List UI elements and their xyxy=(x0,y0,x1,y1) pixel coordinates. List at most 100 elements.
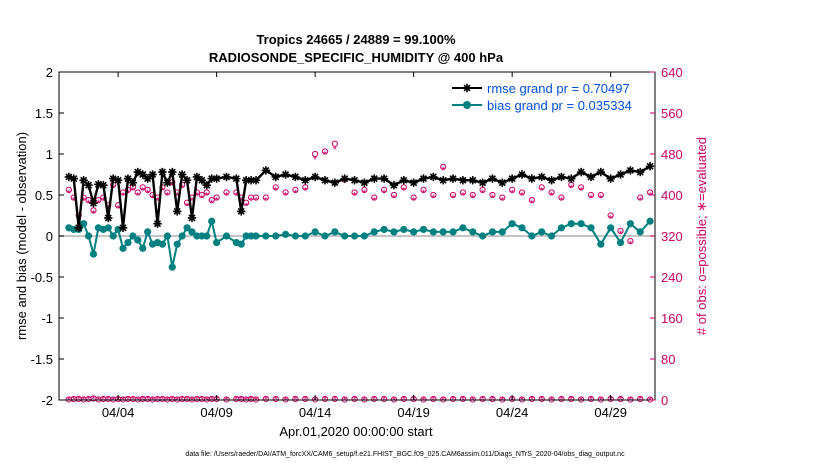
obs-evaluated-low-point: * xyxy=(151,395,155,406)
obs-possible-point xyxy=(90,207,97,214)
obs-evaluated-point: * xyxy=(249,196,253,207)
legend-rmse-star-core xyxy=(464,85,470,91)
rmse-point xyxy=(251,176,261,185)
bias-point xyxy=(139,244,147,252)
obs-evaluated-point: * xyxy=(215,196,219,207)
obs-possible-point xyxy=(331,140,338,147)
rmse-point-core xyxy=(421,176,426,181)
obs-possible-low-point xyxy=(351,395,358,403)
obs-evaluated-low-point: * xyxy=(136,395,140,406)
obs-evaluated-point: * xyxy=(160,186,164,197)
rmse-point-core xyxy=(322,177,328,183)
bias-point xyxy=(272,232,280,240)
rmse-point xyxy=(99,180,108,190)
bias-point xyxy=(587,224,595,232)
obs-evaluated-point: * xyxy=(146,188,150,199)
bias-point xyxy=(198,232,206,240)
obs-evaluated-point: * xyxy=(165,191,169,202)
obs-evaluated-point: * xyxy=(638,196,642,207)
obs-possible-low-point xyxy=(292,395,299,403)
obs-evaluated-low-point: * xyxy=(579,395,583,406)
obs-possible-low-point xyxy=(420,396,427,403)
obs-evaluated-point: * xyxy=(156,196,160,207)
rmse-point xyxy=(232,174,241,183)
rmse-point-core xyxy=(578,169,584,175)
y-tick-label: -1.5 xyxy=(31,352,53,367)
y2-axis-label: # of obs: o=possible; ∗=evaluated xyxy=(694,137,709,335)
rmse-point xyxy=(399,176,408,185)
obs-possible-low-point xyxy=(272,395,279,403)
obs-possible-low-point xyxy=(223,396,230,403)
rmse-point-core xyxy=(332,180,338,186)
obs-evaluated-point: * xyxy=(293,188,297,199)
obs-evaluated-point: * xyxy=(111,183,115,194)
rmse-point xyxy=(187,213,197,223)
bias-point xyxy=(178,232,186,240)
rmse-point-core xyxy=(145,176,150,181)
obs-evaluated-point: * xyxy=(599,194,603,205)
bias-point xyxy=(188,228,196,236)
y-axis-left: -2 -1.5 -1 -0.5 0 0.5 1 1.5 2 xyxy=(31,65,64,408)
y-tick-label: -0.5 xyxy=(31,270,53,285)
y-tick-label: 1.5 xyxy=(35,106,53,121)
y2-tick-label: 240 xyxy=(661,270,683,285)
obs-possible-low-point xyxy=(597,396,604,403)
obs-possible-point xyxy=(578,184,585,191)
bias-point xyxy=(262,232,270,240)
rmse-point xyxy=(74,223,83,232)
bias-point xyxy=(449,228,457,236)
bias-point xyxy=(400,225,408,234)
bias-point xyxy=(144,228,152,236)
rmse-point xyxy=(389,180,399,190)
rmse-point-core xyxy=(618,172,623,177)
rmse-point xyxy=(261,166,271,175)
obs-evaluated-low-point: * xyxy=(343,395,347,406)
obs-possible-point xyxy=(371,194,378,201)
rmse-point xyxy=(202,180,211,190)
y2-tick-label: 160 xyxy=(661,311,683,326)
obs-possible-low-point xyxy=(617,395,624,403)
rmse-point xyxy=(498,178,507,187)
rmse-point xyxy=(310,172,320,182)
obs-possible-point xyxy=(499,194,506,201)
x-tick-label: 04/14 xyxy=(299,405,332,420)
obs-possible-point xyxy=(292,186,299,193)
obs-possible-point xyxy=(351,189,358,196)
x-tick-label: 04/09 xyxy=(200,405,233,420)
obs-possible-low-point xyxy=(361,396,368,403)
obs-possible-low-point xyxy=(528,395,535,403)
obs-possible-point xyxy=(420,186,427,193)
bias-point xyxy=(479,232,487,240)
rmse-point-core xyxy=(312,174,318,180)
rmse-point xyxy=(448,174,458,183)
rmse-point-core xyxy=(431,174,436,180)
chart-subtitle: RADIOSONDE_SPECIFIC_HUMIDITY @ 400 hPa xyxy=(209,50,504,65)
obs-evaluated-point: * xyxy=(441,165,445,176)
rmse-point xyxy=(626,166,635,175)
obs-possible-point xyxy=(637,194,644,201)
rmse-point-core xyxy=(362,180,367,186)
obs-evaluated-point: * xyxy=(225,191,229,202)
obs-evaluated-point: * xyxy=(481,188,485,199)
obs-possible-low-point xyxy=(587,395,595,403)
rmse-point-core xyxy=(184,177,190,183)
rmse-point xyxy=(557,172,566,182)
obs-possible-low-point xyxy=(449,395,457,403)
bias-point xyxy=(104,224,112,232)
y2-tick-label: 640 xyxy=(661,65,683,80)
obs-possible-point xyxy=(252,194,260,201)
bias-point xyxy=(168,263,176,271)
obs-evaluated-low-point: * xyxy=(175,395,179,406)
y-tick-label: 2 xyxy=(46,65,53,80)
obs-possible-point xyxy=(262,194,269,201)
rmse-point-core xyxy=(490,176,495,181)
obs-possible-low-point xyxy=(331,395,338,403)
obs-evaluated-point: * xyxy=(392,194,396,205)
obs-evaluated-low-point: * xyxy=(422,395,426,406)
obs-possible-point xyxy=(617,227,624,234)
obs-evaluated-point: * xyxy=(141,186,145,197)
obs-evaluated-point: * xyxy=(180,183,184,194)
y-tick-label: -1 xyxy=(41,311,53,326)
obs-evaluated-point: * xyxy=(92,209,96,220)
x-tick-label: 04/29 xyxy=(594,405,627,420)
